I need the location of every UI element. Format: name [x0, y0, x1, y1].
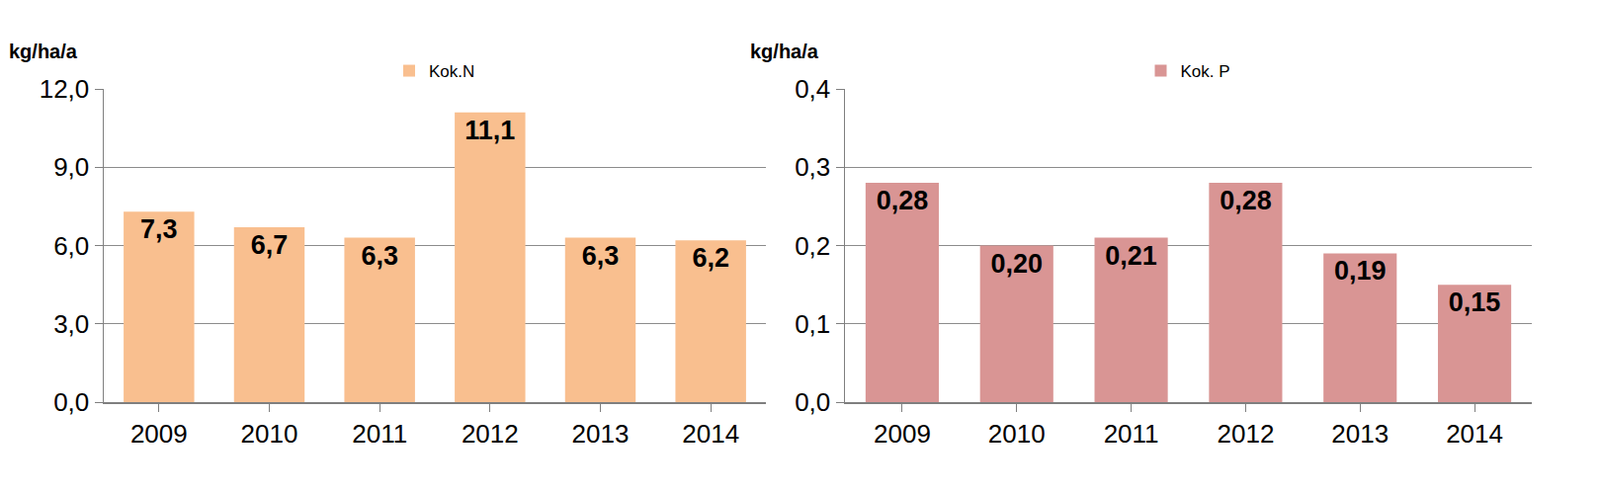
svg-text:12,0: 12,0 — [39, 74, 90, 104]
svg-text:2010: 2010 — [988, 419, 1046, 449]
svg-text:2009: 2009 — [130, 419, 188, 449]
svg-text:2011: 2011 — [351, 419, 408, 449]
svg-text:Kok.N: Kok.N — [428, 62, 475, 82]
svg-text:2011: 2011 — [1103, 419, 1160, 449]
svg-text:2012: 2012 — [1216, 419, 1274, 449]
svg-text:3,0: 3,0 — [53, 309, 89, 339]
svg-text:0,0: 0,0 — [53, 387, 89, 418]
svg-text:2010: 2010 — [241, 419, 299, 449]
svg-text:2014: 2014 — [1445, 419, 1504, 449]
svg-text:6,7: 6,7 — [251, 230, 289, 260]
svg-text:6,0: 6,0 — [53, 231, 89, 261]
svg-text:9,0: 9,0 — [53, 152, 89, 182]
svg-text:2014: 2014 — [681, 419, 740, 449]
svg-text:kg/ha/a: kg/ha/a — [8, 40, 79, 63]
svg-text:0,21: 0,21 — [1104, 241, 1158, 271]
svg-text:0,0: 0,0 — [794, 387, 831, 418]
svg-text:0,2: 0,2 — [794, 231, 831, 261]
svg-text:0,28: 0,28 — [1219, 185, 1272, 216]
svg-text:2013: 2013 — [572, 419, 630, 449]
svg-text:7,3: 7,3 — [140, 214, 178, 245]
svg-text:6,2: 6,2 — [691, 243, 730, 273]
svg-text:0,3: 0,3 — [794, 152, 831, 182]
svg-text:0,28: 0,28 — [876, 185, 929, 216]
svg-text:2012: 2012 — [461, 419, 519, 449]
svg-text:Kok. P: Kok. P — [1180, 62, 1231, 82]
svg-text:6,3: 6,3 — [360, 241, 399, 271]
svg-text:0,4: 0,4 — [794, 74, 831, 104]
svg-text:0,15: 0,15 — [1448, 287, 1502, 318]
svg-text:6,3: 6,3 — [582, 241, 620, 271]
svg-text:0,1: 0,1 — [794, 309, 831, 339]
svg-text:2009: 2009 — [873, 419, 931, 449]
svg-text:2013: 2013 — [1331, 419, 1389, 449]
svg-text:0,19: 0,19 — [1334, 255, 1387, 286]
svg-text:11,1: 11,1 — [464, 115, 515, 146]
svg-text:kg/ha/a: kg/ha/a — [750, 40, 820, 63]
svg-text:0,20: 0,20 — [990, 249, 1043, 279]
